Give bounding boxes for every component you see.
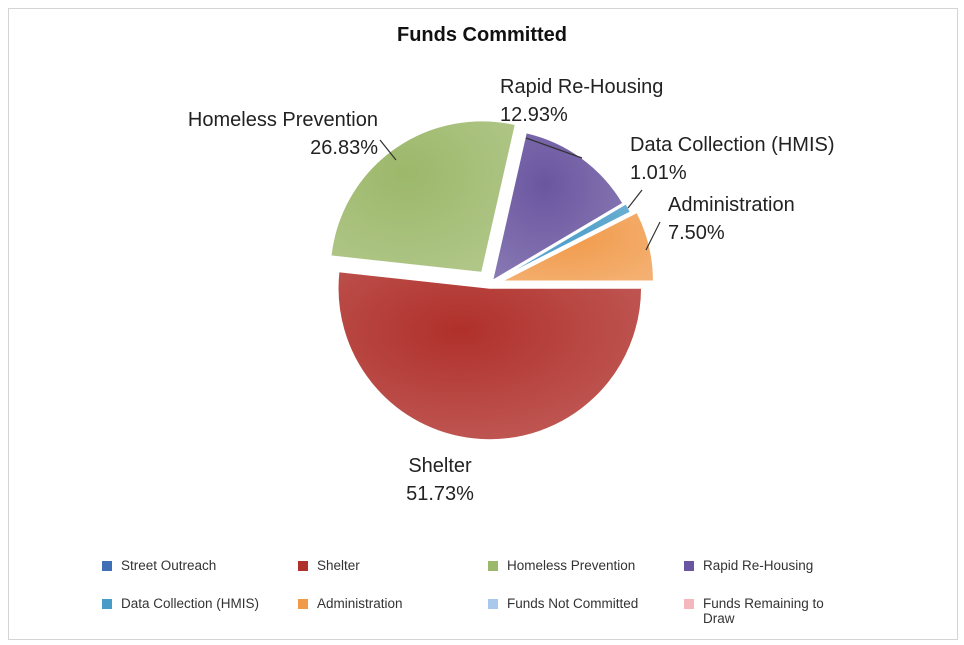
legend-label: Data Collection (HMIS) [121, 596, 260, 611]
legend-swatch [298, 561, 308, 571]
slice-label-value-rapid-re-housing: 12.93% [500, 104, 568, 126]
legend-label: Funds Not Committed [507, 596, 639, 611]
slice-label-value-shelter: 51.73% [406, 483, 474, 505]
legend-swatch [488, 561, 498, 571]
legend-label: Rapid Re-Housing [703, 558, 814, 573]
chart-title: Funds Committed [397, 24, 567, 46]
legend-item-data-collection-hmis: Data Collection (HMIS) [102, 596, 259, 616]
legend-item-funds-not-committed: Funds Not Committed [488, 596, 638, 616]
slice-label-name-administration: Administration [668, 194, 795, 216]
legend-label: Shelter [317, 558, 360, 573]
slice-label-value-administration: 7.50% [668, 222, 725, 244]
legend-item-administration: Administration [298, 596, 403, 616]
legend-item-rapid-re-housing: Rapid Re-Housing [684, 558, 813, 578]
legend-swatch [684, 561, 694, 571]
leader-line-data-collection-hmis [627, 189, 643, 209]
legend-label: Administration [317, 596, 403, 611]
slice-label-name-homeless-prevention: Homeless Prevention [188, 109, 378, 131]
legend-item-funds-remaining-to-draw: Funds Remaining to Draw [684, 596, 824, 626]
legend-label: Homeless Prevention [507, 558, 636, 573]
pie-slice-administration [501, 211, 655, 282]
leader-line-administration [645, 221, 661, 251]
slice-label-value-data-collection-hmis: 1.01% [630, 162, 687, 184]
pie-slice-shelter [337, 270, 643, 441]
legend-swatch [488, 599, 498, 609]
slice-label-name-data-collection-hmis: Data Collection (HMIS) [630, 134, 835, 156]
legend-swatch [102, 561, 112, 571]
legend-swatch [102, 599, 112, 609]
legend-label: Funds Remaining to Draw [703, 596, 824, 626]
pie-slice-homeless-prevention [329, 119, 517, 274]
legend-swatch [298, 599, 308, 609]
legend-item-street-outreach: Street Outreach [102, 558, 216, 578]
slice-label-name-rapid-re-housing: Rapid Re-Housing [500, 76, 663, 98]
slice-label-value-homeless-prevention: 26.83% [310, 137, 378, 159]
slice-label-name-shelter: Shelter [408, 455, 472, 477]
leader-line-homeless-prevention [379, 139, 397, 161]
legend-item-homeless-prevention: Homeless Prevention [488, 558, 635, 578]
legend-item-shelter: Shelter [298, 558, 360, 578]
leader-line-rapid-re-housing [525, 137, 583, 159]
legend-label: Street Outreach [121, 558, 217, 573]
legend-swatch [684, 599, 694, 609]
